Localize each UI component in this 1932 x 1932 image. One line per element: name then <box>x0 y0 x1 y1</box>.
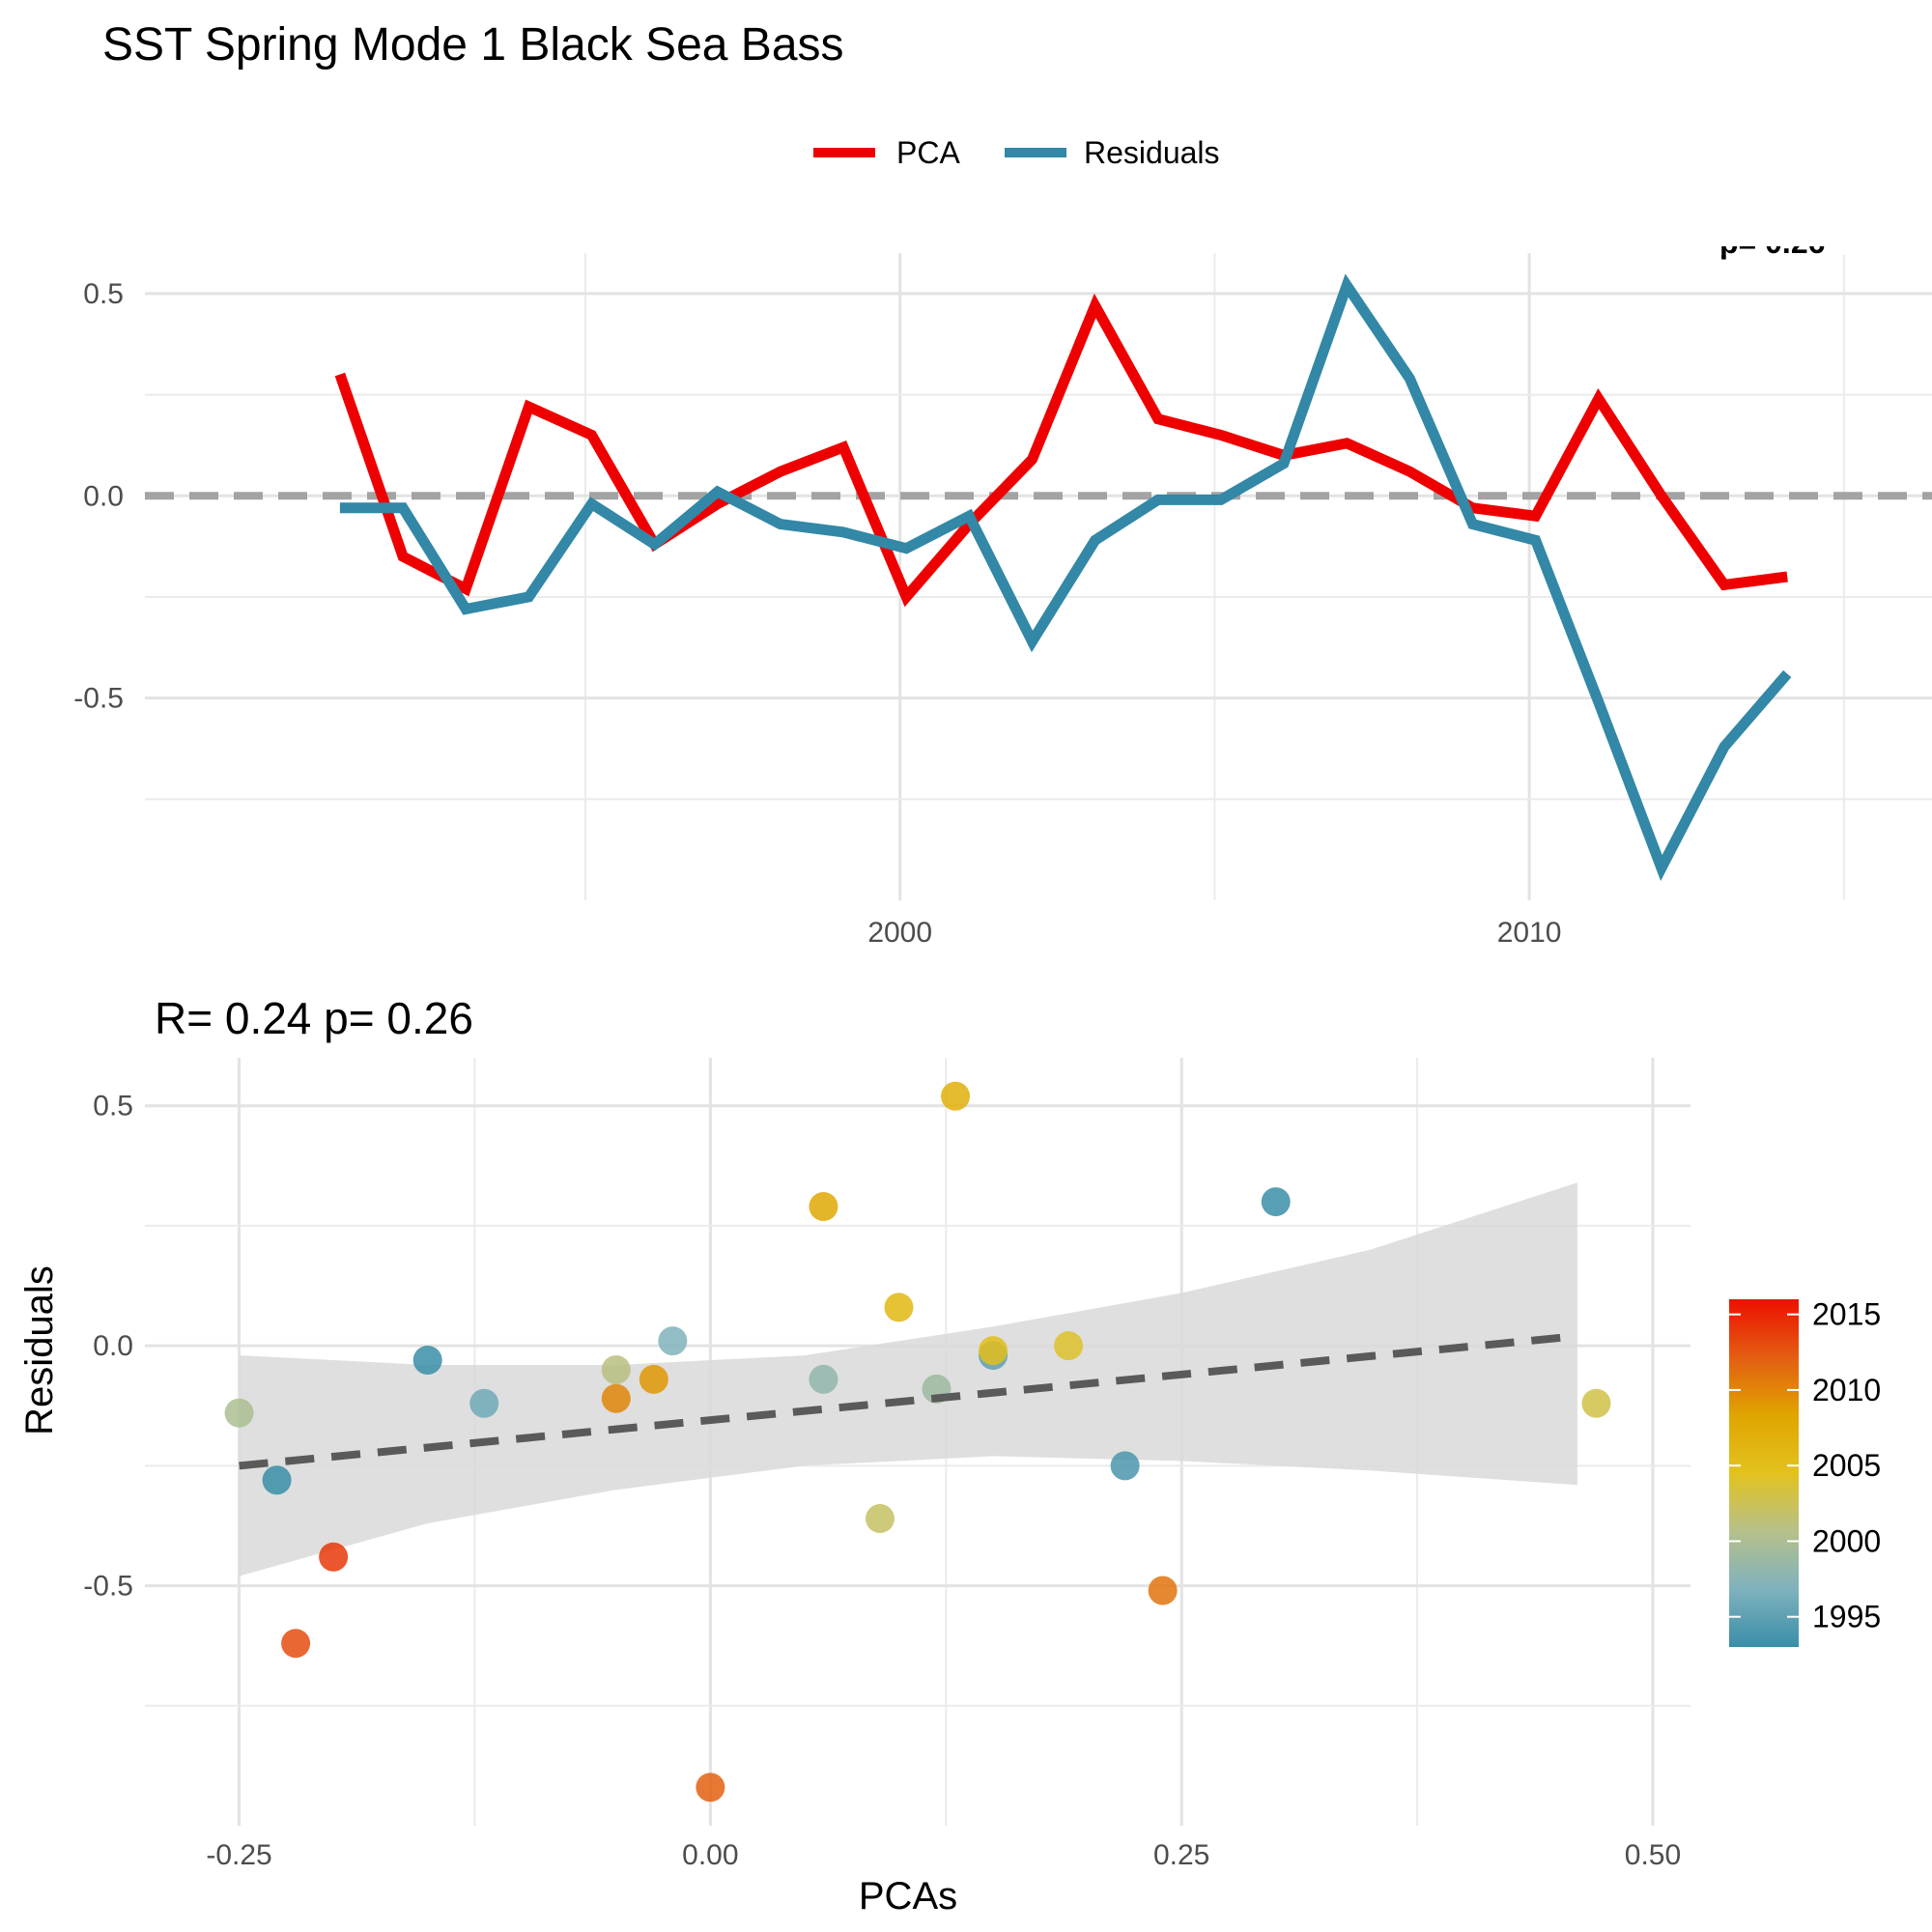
scatter-subtitle: R= 0.24 p= 0.26 <box>155 993 473 1043</box>
x-axis-title: PCAs <box>859 1875 957 1918</box>
data-point <box>1054 1331 1084 1361</box>
scatter-y-tick-label: 0.5 <box>93 1091 133 1122</box>
scatter-y-tick-label: -0.5 <box>83 1571 133 1603</box>
data-point <box>1148 1576 1178 1605</box>
data-point <box>1261 1187 1291 1217</box>
y-axis-title: Residuals <box>18 1265 61 1435</box>
scatter-x-tick-label: 0.50 <box>1625 1839 1681 1871</box>
corner-clip-mask <box>1695 214 1932 255</box>
data-point <box>224 1398 254 1428</box>
scatter-x-tick-label: 0.25 <box>1153 1839 1209 1871</box>
top-y-tick-label: 0.0 <box>83 480 124 512</box>
series-line-pca <box>334 293 1788 608</box>
top-y-tick-label: 0.5 <box>83 278 124 310</box>
data-point <box>696 1773 725 1803</box>
data-point <box>1581 1388 1611 1418</box>
trend-line <box>239 1332 1578 1470</box>
confidence-band <box>239 1182 1577 1577</box>
colorbar-tick-label: 2005 <box>1812 1448 1881 1483</box>
data-point <box>639 1364 668 1394</box>
data-point <box>262 1465 292 1495</box>
colorbar-legend: 2015 2010 2005 2000 1995 <box>1729 1297 1881 1647</box>
data-point <box>469 1388 499 1418</box>
top-x-tick-label: 2010 <box>1497 917 1562 949</box>
colorbar-tick-label: 1995 <box>1812 1600 1881 1634</box>
data-point <box>281 1629 311 1659</box>
data-point <box>809 1364 838 1394</box>
scatter-panel: 0.5 0.0 -0.5 -0.25 0.00 0.25 0.50 <box>83 1058 1690 1871</box>
data-point <box>941 1081 971 1111</box>
corner-stat-visible: p= 0.26 <box>1719 225 1825 260</box>
series-line-residuals <box>339 273 1792 881</box>
scatter-x-tick-label: 0.00 <box>682 1839 738 1871</box>
data-point <box>601 1383 631 1413</box>
data-point <box>979 1336 1009 1366</box>
top-x-tick-label: 2000 <box>867 917 932 949</box>
data-point <box>809 1192 838 1222</box>
data-point <box>1110 1451 1140 1481</box>
top-y-tick-label: -0.5 <box>73 683 124 715</box>
data-point <box>319 1542 349 1572</box>
data-point <box>412 1346 442 1376</box>
data-point <box>865 1504 895 1533</box>
colorbar-tick-label: 2015 <box>1812 1297 1881 1332</box>
scatter-y-tick-label: 0.0 <box>93 1330 133 1362</box>
colorbar-tick-label: 2000 <box>1812 1523 1881 1558</box>
legend-label-pca: PCA <box>896 135 960 170</box>
time-series-panel: 0.5 0.0 -0.5 2000 2010 <box>73 253 1932 949</box>
scatter-x-tick-label: -0.25 <box>206 1839 271 1871</box>
legend-label-residuals: Residuals <box>1084 135 1220 170</box>
data-point <box>658 1326 688 1356</box>
colorbar-tick-label: 2010 <box>1812 1373 1881 1407</box>
legend: PCA Residuals <box>813 135 1220 170</box>
colorbar-ramp <box>1729 1299 1799 1647</box>
chart-title: SST Spring Mode 1 Black Sea Bass <box>102 19 844 71</box>
data-point <box>601 1354 631 1384</box>
data-point <box>884 1293 914 1322</box>
